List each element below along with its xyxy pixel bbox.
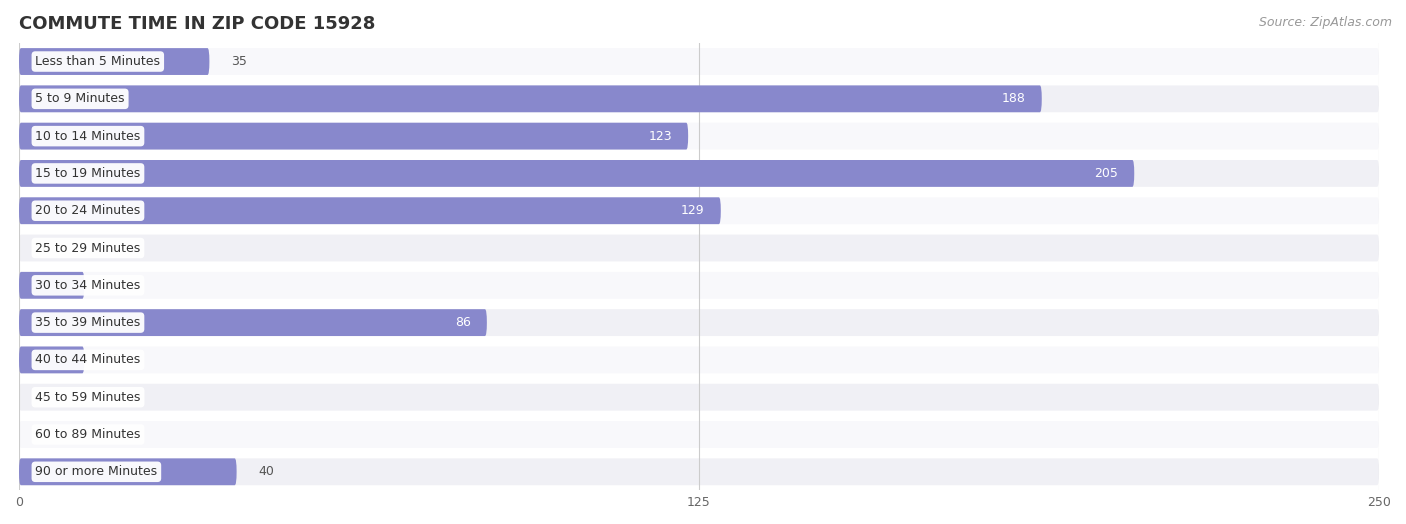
Text: 40 to 44 Minutes: 40 to 44 Minutes [35, 353, 141, 366]
FancyBboxPatch shape [20, 346, 84, 373]
Text: 15 to 19 Minutes: 15 to 19 Minutes [35, 167, 141, 180]
Text: 90 or more Minutes: 90 or more Minutes [35, 465, 157, 478]
Text: 60 to 89 Minutes: 60 to 89 Minutes [35, 428, 141, 441]
Text: 10 to 14 Minutes: 10 to 14 Minutes [35, 129, 141, 143]
FancyBboxPatch shape [20, 272, 84, 299]
FancyBboxPatch shape [20, 346, 1379, 373]
FancyBboxPatch shape [20, 160, 1379, 187]
FancyBboxPatch shape [20, 198, 1379, 224]
FancyBboxPatch shape [20, 48, 1379, 75]
FancyBboxPatch shape [20, 384, 1379, 411]
Text: 0: 0 [41, 428, 49, 441]
Text: 5 to 9 Minutes: 5 to 9 Minutes [35, 92, 125, 105]
FancyBboxPatch shape [20, 123, 1379, 149]
Text: 35 to 39 Minutes: 35 to 39 Minutes [35, 316, 141, 329]
FancyBboxPatch shape [20, 85, 1379, 112]
FancyBboxPatch shape [20, 421, 1379, 448]
Text: 86: 86 [454, 316, 471, 329]
FancyBboxPatch shape [20, 85, 1042, 112]
FancyBboxPatch shape [20, 458, 1379, 485]
Text: 30 to 34 Minutes: 30 to 34 Minutes [35, 279, 141, 292]
FancyBboxPatch shape [20, 235, 1379, 261]
Text: 12: 12 [105, 279, 122, 292]
Text: 129: 129 [681, 204, 704, 217]
Text: 123: 123 [648, 129, 672, 143]
Text: 40: 40 [259, 465, 274, 478]
FancyBboxPatch shape [20, 123, 688, 149]
Text: COMMUTE TIME IN ZIP CODE 15928: COMMUTE TIME IN ZIP CODE 15928 [20, 15, 375, 33]
FancyBboxPatch shape [20, 309, 1379, 336]
Text: Source: ZipAtlas.com: Source: ZipAtlas.com [1258, 16, 1392, 29]
FancyBboxPatch shape [20, 272, 1379, 299]
Text: 0: 0 [41, 391, 49, 403]
Text: 25 to 29 Minutes: 25 to 29 Minutes [35, 242, 141, 255]
FancyBboxPatch shape [20, 48, 209, 75]
Text: 35: 35 [231, 55, 247, 68]
FancyBboxPatch shape [20, 198, 721, 224]
FancyBboxPatch shape [20, 458, 236, 485]
FancyBboxPatch shape [20, 309, 486, 336]
FancyBboxPatch shape [20, 160, 1135, 187]
Text: Less than 5 Minutes: Less than 5 Minutes [35, 55, 160, 68]
Text: 0: 0 [41, 242, 49, 255]
Text: 20 to 24 Minutes: 20 to 24 Minutes [35, 204, 141, 217]
Text: 45 to 59 Minutes: 45 to 59 Minutes [35, 391, 141, 403]
Text: 205: 205 [1094, 167, 1118, 180]
Text: 188: 188 [1001, 92, 1025, 105]
Text: 12: 12 [105, 353, 122, 366]
